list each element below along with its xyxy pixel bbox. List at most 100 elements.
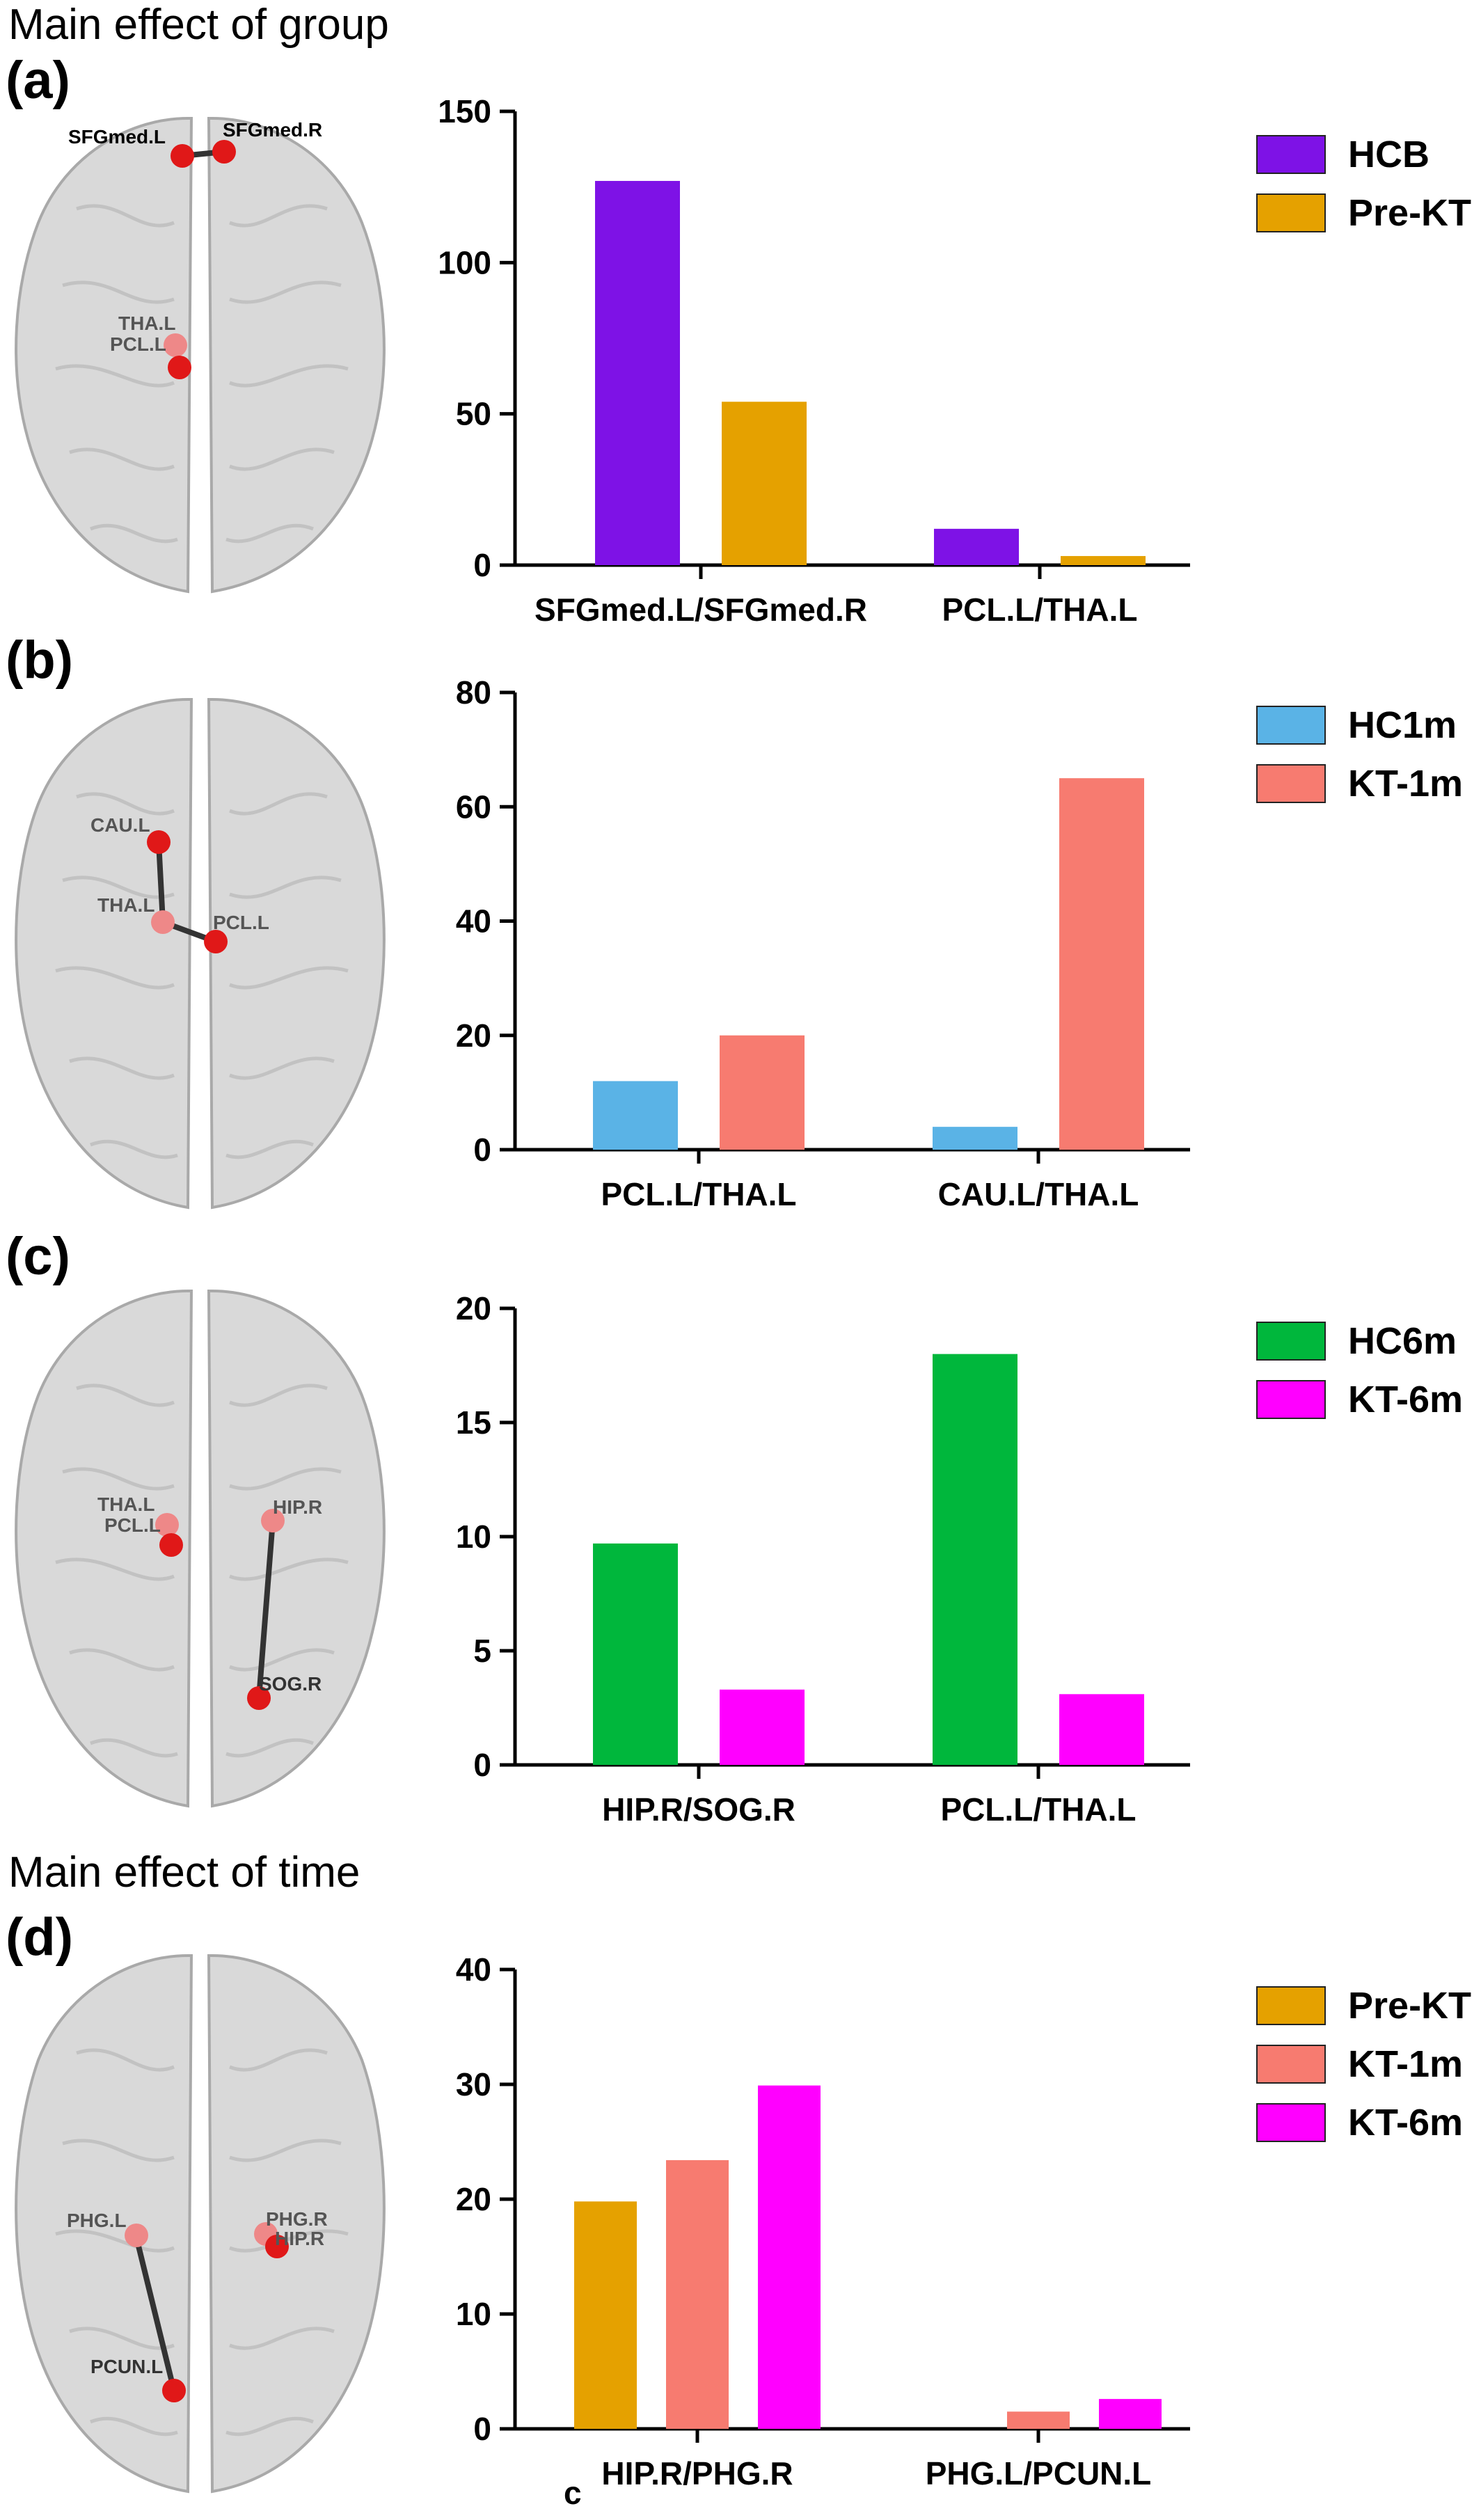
bar: [933, 1127, 1017, 1150]
legend-item: KT-1m: [1256, 2035, 1471, 2093]
x-tick-label: CAU.L/THA.L: [938, 1176, 1139, 1212]
stray-label: c: [564, 2475, 582, 2511]
y-tick-label: 0: [473, 1747, 491, 1783]
legend-item: KT-1m: [1256, 754, 1463, 813]
legend-item: Pre-KT: [1256, 184, 1471, 242]
bar: [1059, 1694, 1144, 1765]
y-tick-label: 50: [456, 396, 491, 432]
bar: [720, 1035, 805, 1150]
legend-item: HC6m: [1256, 1312, 1463, 1370]
y-tick-label: 30: [456, 2066, 491, 2102]
x-tick-label: SFGmed.L/SFGmed.R: [534, 592, 867, 628]
section-title-group: Main effect of group: [8, 1, 389, 49]
y-tick-label: 20: [456, 1017, 491, 1054]
bar: [666, 2160, 729, 2429]
legend-label: Pre-KT: [1348, 1985, 1472, 2027]
bar: [595, 180, 680, 565]
y-tick-label: 80: [456, 674, 491, 711]
brain-diagram-a: SFGmed.L SFGmed.R THA.L PCL.L: [15, 116, 386, 594]
panel-label-a: (a): [6, 51, 70, 110]
legend-b: HC1m KT-1m: [1256, 696, 1463, 813]
node-label: THA.L: [97, 894, 155, 916]
node-hip-r: [265, 2235, 289, 2258]
legend-swatch-pre-kt: [1256, 1986, 1326, 2025]
node-label: PCL.L: [110, 333, 166, 355]
legend-c: HC6m KT-6m: [1256, 1312, 1463, 1429]
x-tick-label: PCL.L/THA.L: [942, 592, 1137, 628]
bar: [1007, 2411, 1070, 2429]
node-cau-l: [147, 830, 171, 854]
y-tick-label: 15: [456, 1404, 491, 1441]
panel-label-b: (b): [6, 631, 74, 690]
panel-label-d: (d): [6, 1908, 74, 1967]
legend-swatch-hcb: [1256, 135, 1326, 174]
legend-item: Pre-KT: [1256, 1976, 1471, 2035]
legend-d: Pre-KT KT-1m KT-6m: [1256, 1976, 1471, 2152]
legend-label: KT-1m: [1348, 763, 1464, 805]
y-tick-label: 10: [456, 2296, 491, 2332]
legend-label: Pre-KT: [1348, 192, 1472, 234]
bar: [933, 1354, 1017, 1765]
node-phg-l: [125, 2224, 148, 2247]
y-tick-label: 0: [473, 1132, 491, 1168]
node-sfgmed-r: [212, 140, 236, 164]
brain-outline: [15, 1289, 386, 1808]
brain-diagram-c: THA.L PCL.L HIP.R SOG.R: [15, 1289, 386, 1808]
node-label: PHG.R: [266, 2208, 328, 2230]
node-label: SFGmed.R: [223, 119, 322, 141]
bar: [574, 2201, 637, 2429]
bar: [934, 528, 1019, 565]
node-label: CAU.L: [90, 814, 150, 836]
node-label: SFGmed.L: [68, 126, 166, 148]
section-title-time: Main effect of time: [8, 1848, 361, 1896]
legend-item: HC1m: [1256, 696, 1463, 754]
x-tick-label: HIP.R/SOG.R: [602, 1791, 795, 1828]
legend-label: KT-1m: [1348, 2043, 1464, 2085]
x-tick-label: PCL.L/THA.L: [940, 1791, 1136, 1828]
node-tha-l: [155, 1513, 179, 1537]
y-tick-label: 40: [456, 903, 491, 940]
y-tick-label: 20: [456, 1290, 491, 1326]
x-tick-label: PHG.L/PCUN.L: [926, 2455, 1152, 2491]
node-pcl-l: [204, 930, 228, 953]
legend-label: HC1m: [1348, 704, 1457, 746]
y-tick-label: 100: [438, 244, 491, 280]
bar: [758, 2085, 821, 2429]
y-tick-label: 10: [456, 1519, 491, 1555]
bar: [1099, 2399, 1162, 2429]
legend-swatch-hc6m: [1256, 1322, 1326, 1361]
legend-item: KT-6m: [1256, 1370, 1463, 1429]
y-tick-label: 20: [456, 2181, 491, 2217]
legend-label: KT-6m: [1348, 2102, 1464, 2143]
y-tick-label: 5: [473, 1633, 491, 1669]
node-tha-l: [164, 333, 187, 357]
bar: [1061, 555, 1146, 565]
node-label: HIP.R: [275, 2228, 324, 2249]
node-label: PCL.L: [104, 1514, 161, 1536]
panel-label-c: (c): [6, 1227, 70, 1286]
bar: [720, 1689, 805, 1765]
legend-swatch-kt-6m: [1256, 2103, 1326, 2142]
x-tick-label: HIP.R/PHG.R: [601, 2455, 793, 2491]
y-tick-label: 60: [456, 789, 491, 825]
bar: [722, 402, 807, 565]
y-tick-label: 150: [438, 93, 491, 129]
brain-outline: [15, 116, 386, 594]
legend-item: HCB: [1256, 125, 1471, 184]
node-label: THA.L: [118, 312, 175, 334]
legend-label: HCB: [1348, 134, 1429, 175]
legend-label: HC6m: [1348, 1320, 1457, 1362]
legend-swatch-kt-6m: [1256, 1380, 1326, 1419]
x-tick-label: PCL.L/THA.L: [601, 1176, 796, 1212]
y-tick-label: 0: [473, 547, 491, 583]
node-pcl-l: [168, 356, 191, 379]
legend-item: KT-6m: [1256, 2093, 1471, 2152]
node-label: PHG.L: [67, 2210, 127, 2231]
legend-label: KT-6m: [1348, 1379, 1464, 1420]
brain-outline: [15, 1954, 386, 2494]
node-tha-l: [151, 910, 175, 934]
node-sfgmed-l: [171, 144, 194, 168]
brain-outline: [15, 697, 386, 1210]
node-label: SOG.R: [259, 1673, 322, 1695]
